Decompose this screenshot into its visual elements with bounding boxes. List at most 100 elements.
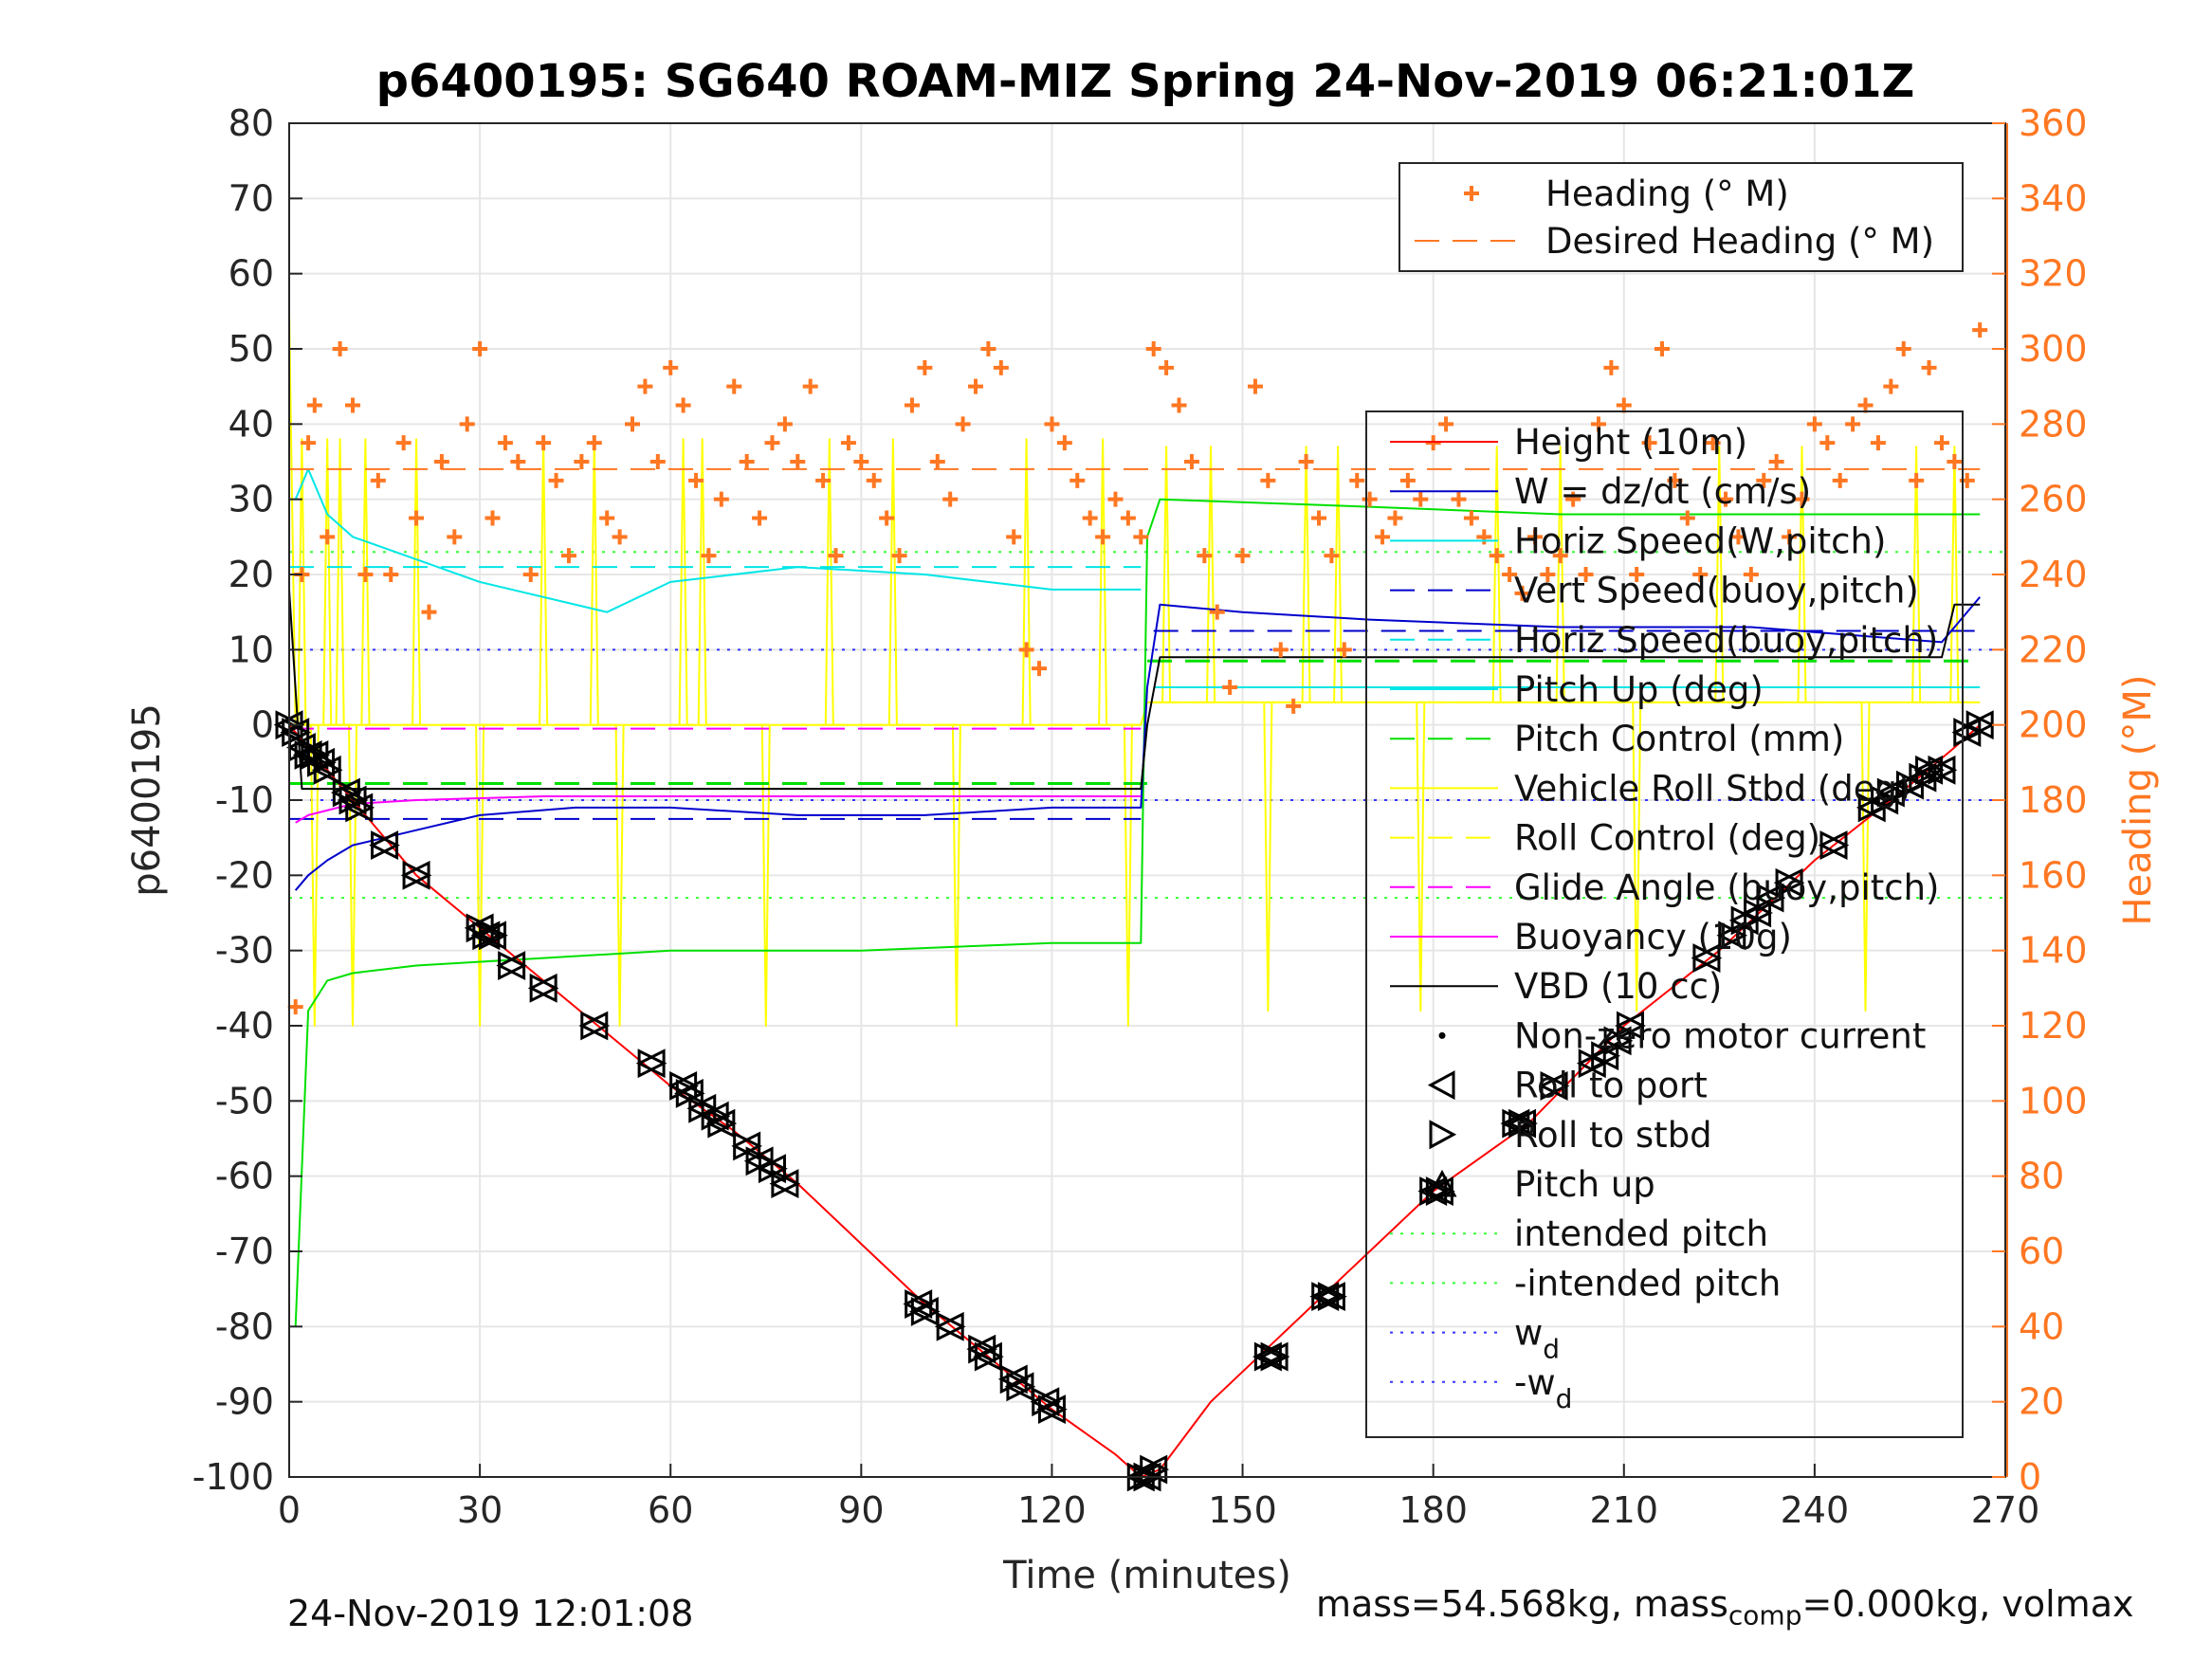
height-line <box>288 723 1981 1478</box>
heading-marker <box>1743 567 1759 582</box>
heading-marker <box>1590 416 1606 432</box>
y-tick-label: -60 <box>215 1156 274 1197</box>
heading-marker <box>764 435 780 451</box>
heading-marker <box>433 454 449 469</box>
heading-marker <box>1260 472 1276 488</box>
heading-marker <box>1324 548 1340 564</box>
roll-to-stbd-marker <box>313 755 343 785</box>
roll-spike <box>297 438 307 725</box>
heading-marker <box>1641 435 1657 451</box>
x-tick-label: 0 <box>278 1489 301 1531</box>
roll-to-stbd-marker <box>936 1311 966 1341</box>
heading-marker <box>1603 359 1619 375</box>
heading-marker <box>548 472 564 488</box>
legend-main-label: Buoyancy (10g) <box>1514 917 1792 957</box>
heading-marker <box>739 454 755 469</box>
y2-tick-label: 100 <box>2019 1080 2088 1121</box>
y-tick-label: 20 <box>229 554 274 595</box>
roll-spike <box>411 438 422 725</box>
heading-marker <box>1947 454 1963 469</box>
y2-tick-label: 180 <box>2019 779 2088 821</box>
heading-marker <box>980 341 996 356</box>
legend-main-label: Vehicle Roll Stbd (deg) <box>1514 768 1910 809</box>
roll-to-stbd-marker <box>1425 1176 1455 1206</box>
heading-marker <box>1782 529 1798 545</box>
roll-spike <box>539 438 549 725</box>
y2-tick-label: 60 <box>2019 1231 2064 1272</box>
roll-to-stbd-marker <box>1909 762 1939 793</box>
heading-marker <box>1234 548 1251 564</box>
vbd-line <box>288 589 1981 791</box>
heading-marker <box>370 472 386 488</box>
legend-stbd-marker <box>1429 1120 1457 1150</box>
heading-marker <box>1438 416 1454 432</box>
y-tick-label: 60 <box>229 253 274 295</box>
heading-marker <box>1794 491 1810 507</box>
heading-marker <box>1145 341 1161 356</box>
roll-to-stbd-marker <box>1692 943 1723 974</box>
roll-to-stbd-marker <box>402 860 432 890</box>
roll-to-stbd-marker <box>1616 1011 1646 1041</box>
heading-marker <box>472 341 488 356</box>
x-axis: 0 30 60 90 120 150 180 210 240 270 <box>278 1464 2039 1531</box>
roll-spike <box>360 438 371 725</box>
legend-top-label: Desired Heading (° M) <box>1545 221 1934 262</box>
heading-marker <box>942 491 959 507</box>
footer-mass: mass=54.568kg, masscomp=0.000kg, volmax <box>1316 1583 2133 1632</box>
legend-main-label: -intended pitch <box>1514 1263 1781 1304</box>
y-tick-label: 80 <box>229 102 274 144</box>
roll-spike <box>1714 446 1725 702</box>
roll-spike <box>1301 446 1311 702</box>
roll-spike <box>348 724 358 1027</box>
roll-to-stbd-marker <box>1006 1372 1036 1402</box>
roll-spike <box>1021 438 1032 725</box>
y2-tick-label: 320 <box>2019 253 2088 295</box>
roll-to-stbd-marker <box>1876 777 1907 808</box>
heading-marker <box>536 435 552 451</box>
roll-to-stbd-marker <box>637 1048 667 1079</box>
heading-marker <box>1909 472 1925 488</box>
roll-to-stbd-marker <box>968 1334 998 1364</box>
legend-port-marker <box>1427 1070 1455 1101</box>
roll-to-stbd-marker <box>701 1101 731 1131</box>
heading-marker <box>802 378 818 394</box>
heading-marker <box>828 548 844 564</box>
heading-marker <box>1514 585 1530 601</box>
roll-to-stbd-marker <box>1140 1454 1170 1485</box>
heading-marker <box>1667 472 1683 488</box>
y2-tick-label: 0 <box>2019 1456 2041 1498</box>
heading-marker <box>1082 510 1098 526</box>
roll-to-stbd-marker <box>905 1289 935 1319</box>
y-tick-label: -30 <box>215 930 274 972</box>
roll-to-stbd-marker <box>1253 1341 1284 1372</box>
legend-main-label: intended pitch <box>1514 1213 1768 1254</box>
heading-marker <box>409 510 425 526</box>
heading-marker <box>1171 397 1187 413</box>
x-tick-label: 180 <box>1398 1489 1468 1531</box>
legend-pitch-up-marker <box>1427 1169 1457 1197</box>
roll-to-stbd-marker <box>1317 1282 1347 1312</box>
roll-to-stbd-marker <box>1502 1108 1532 1139</box>
roll-to-stbd-marker <box>999 1364 1030 1395</box>
y-axis-right: 3603403203002802602402202001801601401201… <box>1992 102 2088 1498</box>
roll-to-stbd-marker <box>669 1071 699 1101</box>
heading-marker <box>1654 341 1670 356</box>
heading-marker <box>301 435 317 451</box>
legend-main-label: Roll Control (deg) <box>1514 818 1820 859</box>
roll-to-stbd-marker <box>1819 830 1850 861</box>
legend-main-label: Horiz Speed(W,pitch) <box>1514 520 1886 561</box>
y-tick-label: -100 <box>192 1456 274 1498</box>
heading-marker <box>1133 529 1149 545</box>
roll-spike <box>887 438 898 725</box>
heading-marker <box>1413 491 1429 507</box>
heading-marker <box>1183 454 1199 469</box>
roll-spike <box>1632 702 1642 1012</box>
y2-tick-label: 200 <box>2019 704 2088 746</box>
y2-tick-label: 300 <box>2019 328 2088 370</box>
roll-to-stbd-marker <box>1540 1071 1570 1101</box>
y-tick-label: 30 <box>229 479 274 520</box>
y-tick-label: -80 <box>215 1305 274 1347</box>
roll-to-stbd-marker <box>1928 755 1958 785</box>
heading-marker <box>701 548 717 564</box>
y-tick-label: -40 <box>215 1005 274 1047</box>
